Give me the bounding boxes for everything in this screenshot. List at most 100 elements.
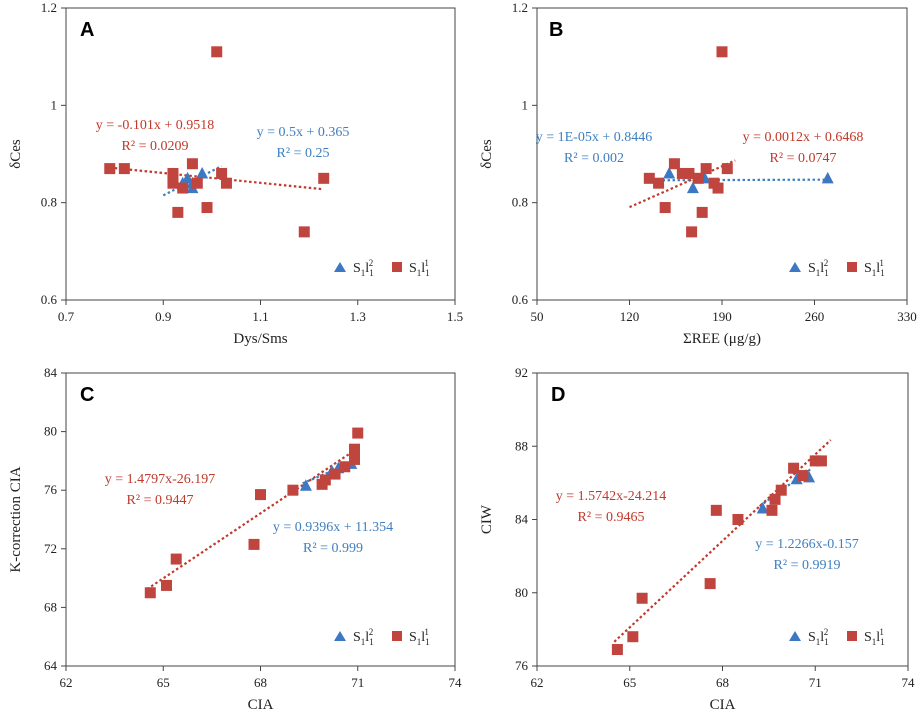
y-tick-label: 0.6 [512,292,529,307]
blue-equation: y = 0.9396x + 11.354 [273,520,393,535]
blue-r-squared: R² = 0.9919 [774,558,841,573]
blue-equation: y = 1E-05x + 0.8446 [536,130,653,145]
data-point-square [160,579,172,591]
data-point-square [220,177,232,189]
x-axis-title: CIA [710,697,736,713]
y-axis-title: δCes [8,139,24,169]
data-point-square [692,172,704,184]
data-point-square [704,578,716,590]
data-point-square [170,553,182,565]
legend-square-marker [392,262,402,272]
data-point-square [766,504,778,516]
legend-triangle-marker [789,262,801,272]
x-tick-label: 0.7 [58,309,75,324]
data-point-square [211,46,223,58]
data-point-square [144,587,156,599]
data-point-triangle [686,181,699,194]
red-equation: y = -0.101x + 0.9518 [96,118,214,133]
red-equation: y = 1.4797x-26.197 [105,472,216,487]
data-point-square [627,631,639,643]
x-tick-label: 330 [897,309,917,324]
x-tick-label: 1.3 [350,309,366,324]
data-point-square [248,538,260,550]
x-tick-label: 190 [712,309,732,324]
y-tick-label: 0.8 [512,195,528,210]
y-tick-label: 68 [44,599,57,614]
data-point-square [809,455,821,467]
x-tick-label: 50 [531,309,544,324]
data-point-square [201,202,213,214]
legend-triangle-marker [789,631,801,641]
y-tick-label: 88 [515,438,528,453]
red-equation: y = 0.0012x + 0.6468 [743,130,864,145]
data-point-square [716,46,728,58]
y-tick-label: 1.2 [512,0,528,15]
y-tick-label: 80 [44,424,57,439]
y-tick-label: 64 [44,658,58,673]
red-trend-line [109,166,324,191]
red-equation: y = 1.5742x-24.214 [556,489,667,504]
panel-d: 62 65 68 71 74 76 80 84 88 92 CIA CIW Dy = 1.2266x-0… [479,365,915,713]
legend-label-s1l1-2: S1l12 [808,258,829,278]
y-tick-label: 0.8 [41,195,57,210]
legend-label-s1l1-1: S1l11 [409,627,429,647]
blue-trend-line [662,178,828,182]
panel-c: 62 65 68 71 74 64 68 72 76 80 84 CIA K-correction CI… [8,365,462,713]
data-point-square [797,470,809,482]
data-point-square [710,504,722,516]
legend-label-s1l1-1: S1l11 [864,627,884,647]
blue-r-squared: R² = 0.999 [303,541,363,556]
legend-label-s1l1-1: S1l11 [409,258,429,278]
x-tick-label: 1.1 [252,309,268,324]
red-trend-line [146,447,359,591]
data-point-triangle [790,472,803,485]
data-point-square [769,493,781,505]
x-tick-label: 74 [449,675,463,690]
x-tick-label: 260 [805,309,825,324]
data-point-square [349,443,361,455]
x-tick-label: 71 [809,675,822,690]
x-tick-label: 68 [716,675,729,690]
data-point-square [686,226,698,238]
legend-square-marker [392,631,402,641]
y-tick-label: 1 [51,97,58,112]
data-point-square [104,163,116,175]
data-point-square [167,172,179,184]
blue-r-squared: R² = 0.25 [277,146,330,161]
panel-label: D [551,384,565,406]
x-axis-title: ΣREE (μg/g) [683,331,761,347]
y-tick-label: 76 [515,658,529,673]
panel-label: C [80,384,94,406]
data-point-triangle [756,502,769,514]
data-point-square [172,206,184,218]
data-point-square [186,158,198,170]
data-point-triangle [196,166,209,179]
data-point-square [352,427,364,439]
red-r-squared: R² = 0.0747 [770,151,837,166]
x-tick-label: 1.5 [447,309,463,324]
data-point-square [216,167,228,179]
legend-label-s1l1-1: S1l11 [864,258,884,278]
blue-equation: y = 1.2266x-0.157 [755,537,859,552]
y-tick-label: 0.6 [41,292,58,307]
y-tick-label: 84 [44,365,58,380]
red-r-squared: R² = 0.9447 [127,493,194,508]
blue-equation: y = 0.5x + 0.365 [257,125,350,140]
y-tick-label: 80 [515,585,528,600]
y-axis-title: δCes [479,139,495,169]
red-r-squared: R² = 0.0209 [122,139,189,154]
legend-square-marker [847,631,857,641]
x-tick-label: 62 [531,675,544,690]
panel-b: 50 120 190 260 330 0.6 0.8 1 1.2 ΣREE (μg/g) δCes B… [479,0,917,347]
data-point-square [788,462,800,474]
data-point-square [636,592,648,604]
legend-square-marker [847,262,857,272]
x-tick-label: 74 [902,675,916,690]
x-tick-label: 71 [351,675,364,690]
data-point-square [668,158,680,170]
y-tick-label: 76 [44,482,58,497]
x-tick-label: 65 [623,675,636,690]
data-point-square [653,177,665,189]
x-tick-label: 62 [60,675,73,690]
data-point-square [775,484,787,496]
